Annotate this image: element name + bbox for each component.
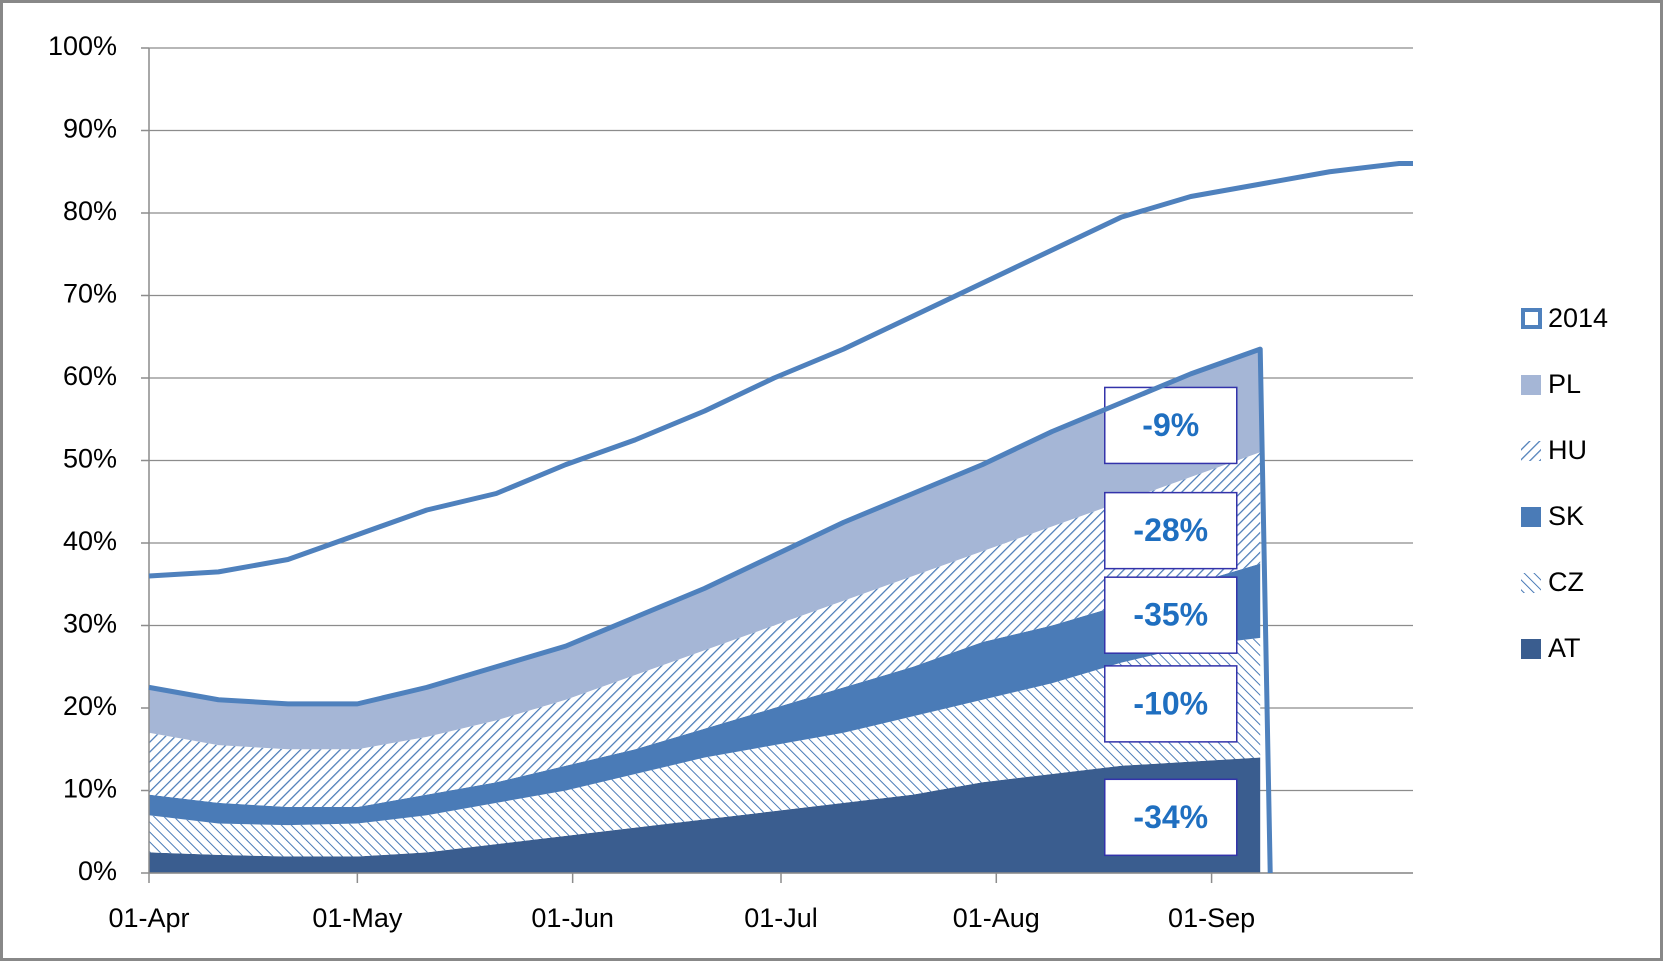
legend-label: CZ (1548, 567, 1584, 597)
legend-swatch (1521, 308, 1542, 329)
y-tick-label: 90% (63, 114, 117, 144)
legend-swatch (1521, 573, 1541, 593)
annotation: -28% (1133, 512, 1208, 548)
annotation: -10% (1133, 685, 1208, 721)
y-tick-label: 50% (63, 444, 117, 474)
area-pl (149, 349, 1261, 750)
stack-outline (148, 346, 1273, 874)
x-tick-label: 01-Jun (531, 903, 614, 933)
legend-label: HU (1548, 435, 1587, 465)
legend-label: 2014 (1548, 303, 1608, 333)
legend-swatch (1521, 375, 1541, 395)
legend-label: AT (1548, 633, 1581, 663)
annotation-box (1104, 491, 1238, 570)
x-tick-label: 01-Apr (108, 903, 189, 933)
y-tick-label: 60% (63, 361, 117, 391)
annotation-box (1104, 576, 1238, 654)
y-tick-label: 0% (78, 856, 117, 886)
y-tick-label: 100% (48, 31, 117, 61)
y-tick-label: 30% (63, 609, 117, 639)
annotation-box (1104, 778, 1238, 857)
y-tick-label: 10% (63, 774, 117, 804)
x-tick-label: 01-Jul (744, 903, 818, 933)
x-tick-label: 01-Sep (1168, 903, 1255, 933)
legend-swatch (1521, 441, 1541, 461)
annotation: -34% (1133, 799, 1208, 835)
annotation: -9% (1142, 407, 1199, 443)
area-at (149, 757, 1261, 873)
y-tick-label: 40% (63, 526, 117, 556)
legend-label: PL (1548, 369, 1581, 399)
area-cz (149, 637, 1261, 857)
legend-swatch (1521, 507, 1541, 527)
annotation-box (1104, 665, 1238, 743)
y-tick-label: 80% (63, 196, 117, 226)
legend-label: SK (1548, 501, 1584, 531)
area-hu (149, 452, 1261, 807)
line-2014 (148, 161, 1413, 579)
legend-swatch (1521, 639, 1541, 659)
y-tick-label: 20% (63, 691, 117, 721)
x-tick-label: 01-May (312, 903, 403, 933)
y-tick-label: 70% (63, 279, 117, 309)
annotation: -35% (1133, 597, 1208, 633)
x-tick-label: 01-Aug (953, 903, 1040, 933)
